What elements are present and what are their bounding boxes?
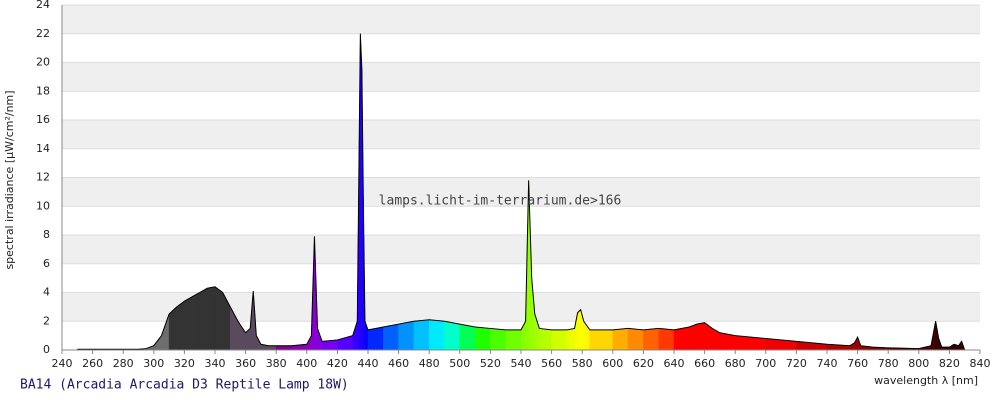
y-axis-label: spectral irradiance [µW/cm²/nm] (3, 90, 16, 269)
spectrum-segment (627, 328, 644, 351)
spectrum-segment (383, 323, 399, 351)
x-tick-label: 620 (633, 357, 654, 370)
x-tick-label: 680 (725, 357, 746, 370)
spectrum-segment (207, 286, 216, 351)
watermark: lamps.licht-im-terrarium.de>166 (379, 194, 622, 209)
x-tick-label: 260 (82, 357, 103, 370)
spectrum-segment (367, 326, 384, 351)
x-tick-label: 720 (786, 357, 807, 370)
spectrum-segment (589, 329, 614, 351)
x-tick-label: 640 (664, 357, 685, 370)
x-tick-label: 840 (970, 357, 991, 370)
plot-background (62, 4, 980, 351)
x-tick-label: 540 (511, 357, 532, 370)
grid-band (62, 206, 980, 235)
y-tick-label: 6 (43, 257, 50, 270)
spectrum-segment (612, 328, 629, 351)
y-tick-label: 18 (36, 84, 50, 97)
grid-band (62, 62, 980, 92)
spectrum-segment (551, 329, 568, 351)
spectrum-segment (474, 326, 491, 351)
spectrum-segment (459, 323, 476, 351)
x-tick-label: 580 (572, 357, 593, 370)
spectrum-segment (413, 319, 430, 351)
y-tick-label: 2 (43, 314, 50, 327)
spectrum-segment (428, 319, 445, 351)
grid-band (62, 148, 980, 178)
x-tick-label: 320 (174, 357, 195, 370)
spectrum-segment (577, 309, 581, 351)
spectrum-segment (275, 345, 292, 351)
x-tick-label: 800 (908, 357, 929, 370)
grid-band (62, 33, 980, 63)
grid-band (62, 91, 980, 120)
x-tick-label: 440 (358, 357, 379, 370)
spectrum-segment (176, 300, 185, 351)
spectrum-segment (184, 296, 193, 351)
spectrum-line (77, 33, 966, 351)
x-tick-label: 300 (143, 357, 164, 370)
caption: BA14 (Arcadia Arcadia D3 Reptile Lamp 18… (20, 378, 349, 393)
spectrum-segment (191, 292, 200, 351)
spectrum-segment (566, 328, 575, 351)
y-tick-label: 14 (36, 142, 50, 155)
x-tick-label: 500 (449, 357, 470, 370)
spectrum-segment (398, 320, 415, 351)
y-tick-label: 16 (36, 113, 50, 126)
spectrum-segment (199, 287, 208, 351)
plot-area (77, 33, 966, 351)
spectrum-segment (696, 322, 705, 351)
spectrum-segment (539, 328, 552, 351)
x-tick-label: 560 (541, 357, 562, 370)
x-tick-label: 520 (480, 357, 501, 370)
x-tick-label: 820 (939, 357, 960, 370)
spectrum-segment (268, 345, 277, 351)
y-tick-label: 22 (36, 27, 50, 40)
y-tick-label: 12 (36, 171, 50, 184)
x-tick-label: 780 (878, 357, 899, 370)
y-tick-label: 20 (36, 56, 50, 69)
x-tick-label: 380 (266, 357, 287, 370)
x-tick-label: 700 (755, 357, 776, 370)
spectrum-segment (658, 328, 675, 351)
spectrum-segment (673, 326, 690, 351)
x-tick-label: 660 (694, 357, 715, 370)
grid-band (62, 120, 980, 149)
grid-band (62, 177, 980, 207)
y-tick-label: 24 (36, 0, 50, 11)
y-tick-label: 0 (43, 343, 50, 356)
x-tick-label: 280 (113, 357, 134, 370)
x-tick-label: 400 (296, 357, 317, 370)
grid-band (62, 263, 980, 293)
y-tick-label: 8 (43, 228, 50, 241)
x-tick-label: 760 (847, 357, 868, 370)
spectrum-segment (490, 328, 506, 351)
x-tick-label: 460 (388, 357, 409, 370)
grid-band (62, 235, 980, 264)
grid-band (62, 5, 980, 34)
x-tick-label: 360 (235, 357, 256, 370)
spectrum-segment (444, 320, 461, 351)
spectrum-segment (214, 286, 223, 351)
spectrum-segment (643, 328, 659, 351)
x-tick-label: 240 (52, 357, 73, 370)
x-axis-label: wavelength λ [nm] (874, 374, 978, 387)
x-tick-label: 340 (205, 357, 226, 370)
x-tick-label: 740 (817, 357, 838, 370)
spectrum-segment (505, 329, 522, 351)
spectrum-segment (689, 323, 698, 351)
x-tick-label: 480 (419, 357, 440, 370)
x-tick-label: 600 (602, 357, 623, 370)
y-tick-label: 4 (43, 286, 50, 299)
x-tick-label: 420 (327, 357, 348, 370)
y-tick-label: 10 (36, 199, 50, 212)
